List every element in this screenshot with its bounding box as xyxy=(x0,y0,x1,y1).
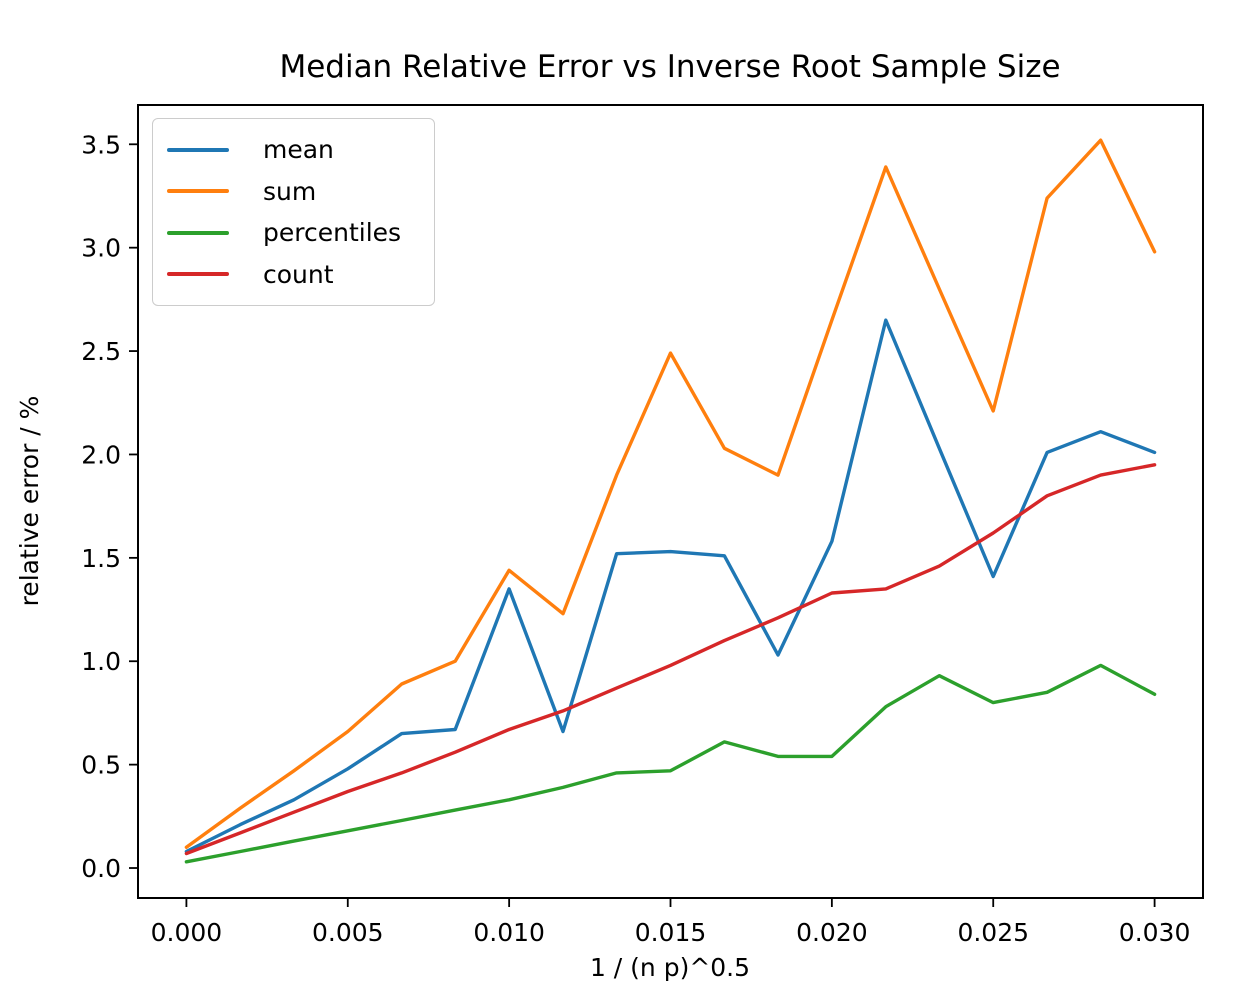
x-tick-label: 0.025 xyxy=(957,918,1029,947)
series-line-mean xyxy=(184,318,1157,854)
x-tick-label: 0.005 xyxy=(312,918,384,947)
y-tick-label: 2.5 xyxy=(81,337,121,366)
series-line-sum xyxy=(184,138,1157,849)
series-line-percentiles xyxy=(184,663,1157,864)
chart-title: Median Relative Error vs Inverse Root Sa… xyxy=(279,49,1060,85)
x-tick-label: 0.030 xyxy=(1119,918,1191,947)
legend-row-count: count xyxy=(153,254,434,296)
y-tick-label: 3.5 xyxy=(81,130,121,159)
y-tick-label: 0.0 xyxy=(81,854,121,883)
plot-area-spines xyxy=(137,104,1204,899)
series-group xyxy=(184,138,1157,864)
legend-line-swatch-count xyxy=(167,272,229,277)
y-tick-label: 3.0 xyxy=(81,234,121,263)
x-tick-label: 0.020 xyxy=(796,918,868,947)
y-tick-label: 2.0 xyxy=(81,440,121,469)
series-line-count xyxy=(184,463,1157,856)
y-tick-label: 1.5 xyxy=(81,544,121,573)
legend: mean sum percentiles count xyxy=(152,118,435,306)
y-tick-label: 1.0 xyxy=(81,647,121,676)
legend-row-percentiles: percentiles xyxy=(153,212,434,254)
x-axis-label: 1 / (n p)^0.5 xyxy=(590,953,750,982)
legend-label-percentiles: percentiles xyxy=(263,218,402,248)
y-tick-label: 0.5 xyxy=(81,751,121,780)
x-tick-label: 0.015 xyxy=(635,918,707,947)
legend-line-swatch-percentiles xyxy=(167,230,229,235)
legend-line-swatch-sum xyxy=(167,189,229,194)
y-axis-label: relative error / % xyxy=(15,396,44,607)
legend-label-mean: mean xyxy=(263,135,334,165)
legend-label-sum: sum xyxy=(263,176,317,206)
x-tick-label: 0.000 xyxy=(151,918,223,947)
ticks-group: 0.000 0.005 0.010 0.015 0.020 0.025 0.030 0.0 0.… xyxy=(81,130,1190,947)
legend-row-sum: sum xyxy=(153,171,434,213)
x-tick-label: 0.010 xyxy=(473,918,545,947)
legend-line-swatch-mean xyxy=(167,147,229,152)
legend-row-mean: mean xyxy=(153,129,434,171)
legend-label-count: count xyxy=(263,259,334,289)
